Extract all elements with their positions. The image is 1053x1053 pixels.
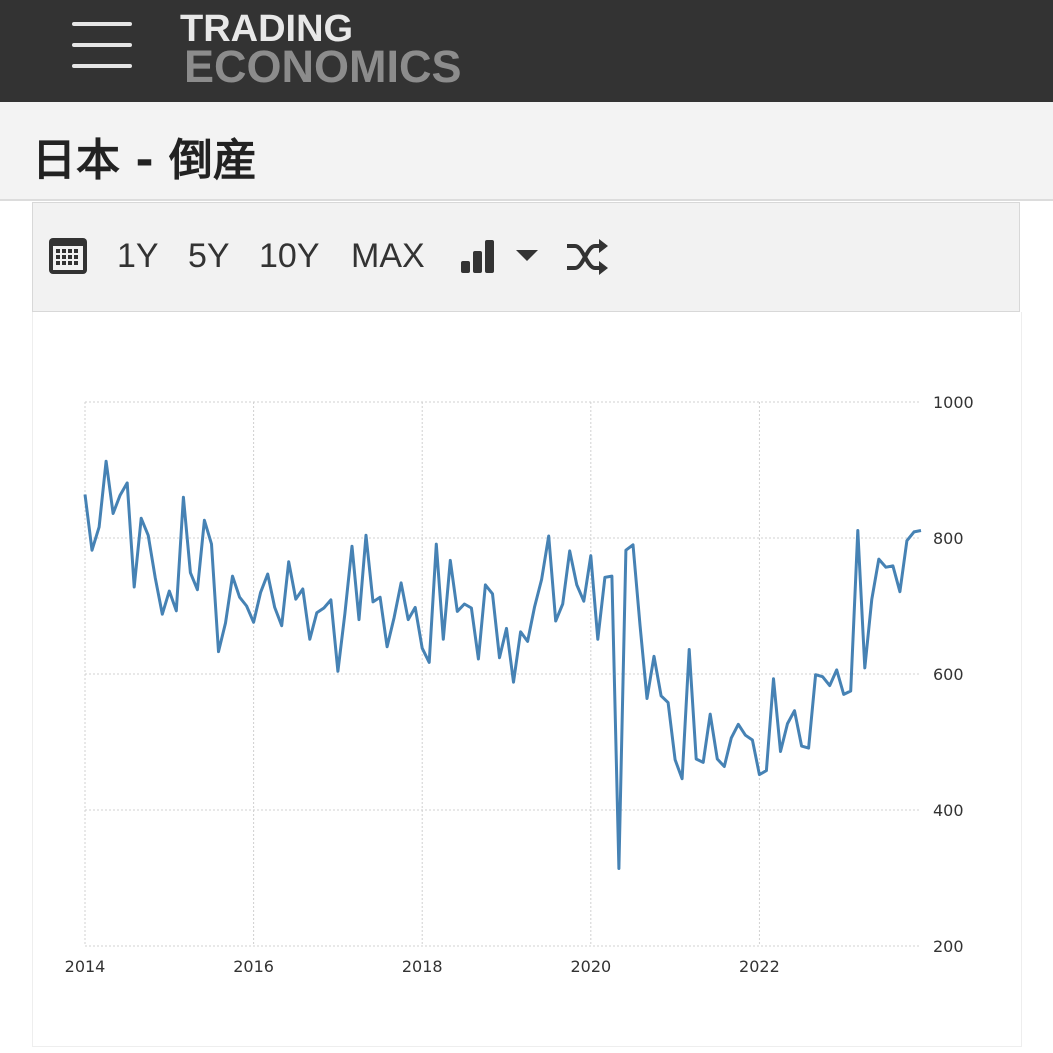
y-tick-label: 1000 xyxy=(933,393,974,412)
logo-line-1: TRADING xyxy=(180,8,354,50)
x-tick-label: 2020 xyxy=(570,957,611,976)
site-logo[interactable]: TRADING ECONOMICS xyxy=(180,10,462,89)
top-navigation-bar: TRADING ECONOMICS xyxy=(0,0,1053,102)
bar-chart-icon[interactable] xyxy=(459,237,497,275)
page-title: 日本 - 倒産 xyxy=(32,135,257,186)
title-bar: 日本 - 倒産 xyxy=(0,102,1053,201)
hamburger-menu-icon[interactable] xyxy=(72,22,132,68)
y-tick-label: 400 xyxy=(933,801,964,820)
chart-container: 200 400 600 800 1000 2014 2016 2018 2020 2022 xyxy=(32,312,1022,1047)
x-tick-label: 2022 xyxy=(739,957,780,976)
x-tick-label: 2018 xyxy=(402,957,443,976)
range-max-button[interactable]: MAX xyxy=(351,237,425,275)
range-10y-button[interactable]: 10Y xyxy=(259,237,320,275)
x-tick-label: 2016 xyxy=(233,957,274,976)
y-tick-label: 200 xyxy=(933,937,964,956)
chart-toolbar: 1Y 5Y 10Y MAX xyxy=(32,202,1020,312)
line-chart: 200 400 600 800 1000 2014 2016 2018 2020 2022 xyxy=(65,393,974,976)
shuffle-icon[interactable] xyxy=(565,237,609,277)
y-tick-label: 800 xyxy=(933,529,964,548)
range-1y-button[interactable]: 1Y xyxy=(117,237,159,275)
series-line xyxy=(83,459,922,870)
logo-line-2: ECONOMICS xyxy=(184,41,462,92)
x-tick-label: 2014 xyxy=(65,957,106,976)
y-tick-label: 600 xyxy=(933,665,964,684)
range-5y-button[interactable]: 5Y xyxy=(188,237,230,275)
caret-down-icon[interactable] xyxy=(515,249,539,263)
calendar-icon[interactable] xyxy=(47,235,89,277)
